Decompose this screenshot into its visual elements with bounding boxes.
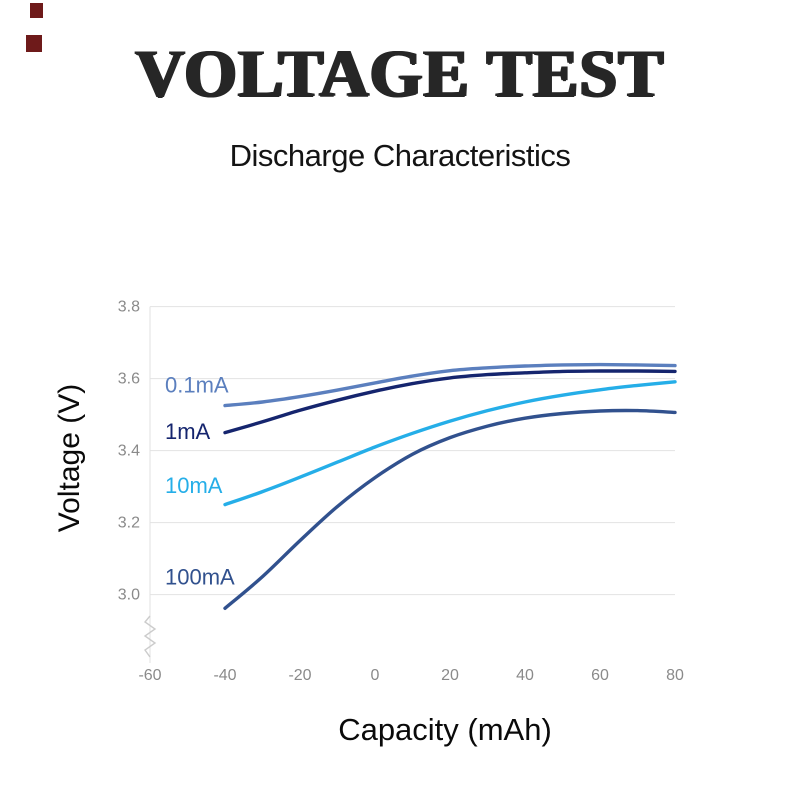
series-line-0.1mA xyxy=(223,362,677,408)
x-tick-label: -40 xyxy=(213,667,236,684)
page-title: VOLTAGE TEST xyxy=(135,35,665,111)
x-tick-label: 20 xyxy=(441,667,459,684)
red-marker-icon xyxy=(26,35,42,52)
x-tick-label: -60 xyxy=(138,667,161,684)
red-marker-icon xyxy=(30,3,43,18)
x-tick-label: 0 xyxy=(371,667,380,684)
x-axis-title: Capacity (mAh) xyxy=(338,712,552,747)
x-tick-label: 40 xyxy=(516,667,534,684)
y-tick-label: 3.6 xyxy=(118,371,140,388)
y-axis-title: Voltage (V) xyxy=(53,383,86,533)
y-tick-label: 3.8 xyxy=(118,299,140,316)
x-tick-label: 80 xyxy=(666,667,684,684)
y-tick-label: 3.4 xyxy=(118,443,140,460)
page-subtitle: Discharge Characteristics xyxy=(229,138,571,173)
axis-break-icon xyxy=(143,615,157,658)
y-tick-label: 3.0 xyxy=(118,587,140,604)
x-tick-label: -20 xyxy=(288,667,311,684)
series-label-10mA: 10mA xyxy=(165,473,223,498)
series-line-100mA xyxy=(223,408,677,610)
series-label-100mA: 100mA xyxy=(165,565,235,590)
y-tick-label: 3.2 xyxy=(118,515,140,532)
x-tick-label: 60 xyxy=(591,667,609,684)
series-line-1mA xyxy=(223,369,677,435)
series-label-1mA: 1mA xyxy=(165,419,211,444)
series-line-10mA xyxy=(223,380,677,507)
series-label-0.1mA: 0.1mA xyxy=(165,372,229,397)
